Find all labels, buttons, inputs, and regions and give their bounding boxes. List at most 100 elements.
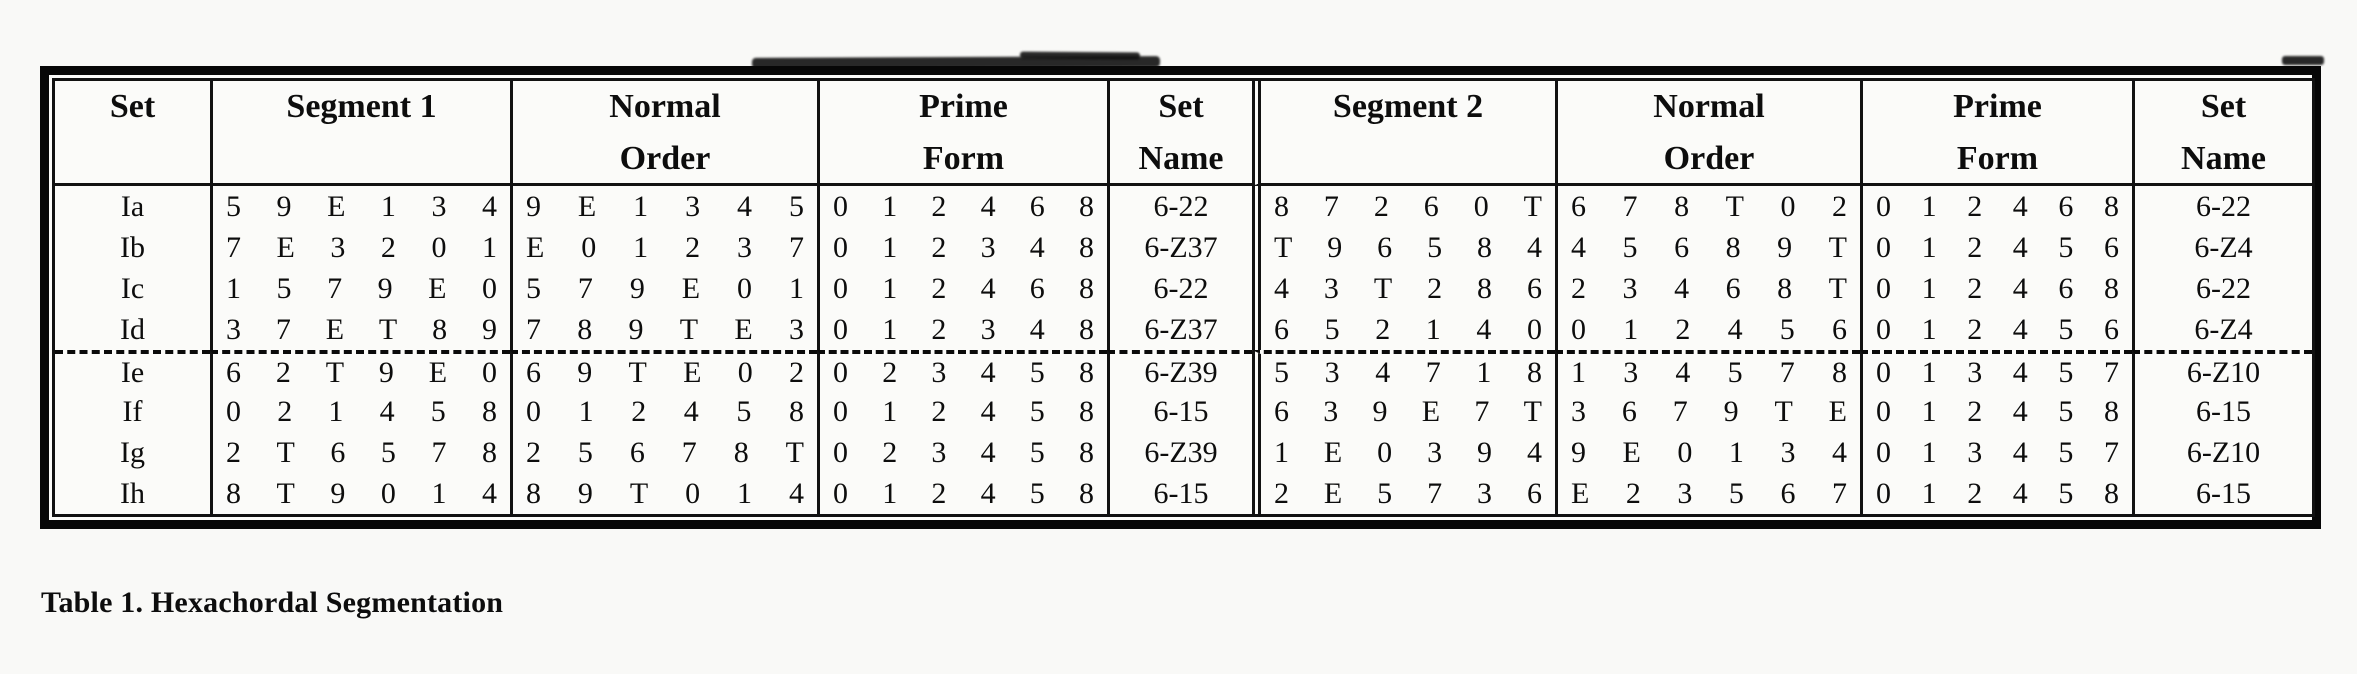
pitch-class: T [1828, 230, 1847, 264]
pitch-class: 7 [1672, 394, 1688, 428]
pitch-class: 7 [526, 312, 541, 346]
pitch-class: 7 [327, 271, 343, 305]
set-name-1-cell: 6-Z37 [1107, 227, 1252, 268]
header-prime-form-1: Prime Form [817, 81, 1107, 186]
header-set-name-1: Set Name [1107, 81, 1252, 186]
pitch-class: E [734, 312, 753, 346]
pitch-class: 3 [931, 435, 947, 469]
table-body: Ia 5 9 E 1 3 4 9 E 1 3 4 5 0 1 2 4 6 8 6-22 8 7 2 6 0 T 6 7 8 T 0 2 0 1 2 4… [55, 186, 2312, 514]
pitch-class: 1 [882, 394, 898, 428]
pitch-class: 2 [1967, 312, 1983, 346]
segment1-cell: 0 2 1 4 5 8 [210, 391, 510, 432]
normal-order-2-cell: 4 5 6 8 9 T [1555, 227, 1860, 268]
table-row-Ig: Ig 2 T 6 5 7 8 2 5 6 7 8 T 0 2 3 4 5 8 6-Z39 1 E 0 3 9 4 9 E 0 1 3 4 0 1 3… [55, 432, 2312, 473]
pitch-class: 4 [2012, 394, 2028, 428]
pitch-class: 4 [1476, 312, 1492, 346]
pitch-class: 3 [1323, 394, 1339, 428]
normal-order-1-cell: 7 8 9 T E 3 [510, 309, 817, 350]
pitch-class: 0 [833, 355, 848, 389]
pitch-class: E [327, 189, 346, 223]
pitch-class: 6 [1526, 476, 1542, 510]
header-line: Prime [1953, 88, 2042, 125]
pitch-class: 5 [1377, 476, 1393, 510]
pitch-class: 0 [1876, 435, 1891, 469]
pitch-class: 8 [2103, 271, 2119, 305]
pitch-class: 6 [226, 355, 241, 389]
pitch-class: 7 [1427, 476, 1443, 510]
pitch-class: E [276, 230, 295, 264]
header-line: Order [1663, 140, 1755, 177]
table-row-Ic: Ic 1 5 7 9 E 0 5 7 9 E 0 1 0 1 2 4 6 8 6-22 4 3 T 2 8 6 2 3 4 6 8 T 0 1 2 4… [55, 268, 2312, 309]
pitch-class: 5 [2058, 355, 2074, 389]
pitch-class: 2 [1427, 271, 1443, 305]
pitch-class: 6 [2058, 189, 2074, 223]
table-caption: Table 1. Hexachordal Segmentation [41, 586, 504, 619]
header-line: Order [619, 140, 711, 177]
normal-order-1-cell: 6 9 T E 0 2 [510, 350, 817, 391]
pitch-class: E [428, 355, 448, 389]
pitch-class: 4 [980, 435, 996, 469]
header-line [55, 137, 210, 181]
pitch-class: 8 [1674, 189, 1690, 223]
header-line: Name [1138, 140, 1224, 177]
pitch-class: T [785, 435, 804, 469]
pitch-class: 0 [833, 435, 848, 469]
pitch-class: 1 [1921, 312, 1937, 346]
pitch-class: 4 [1029, 312, 1045, 346]
pitch-row: 6 9 T E 0 2 [526, 356, 804, 390]
set-name-2-cell: 6-Z4 [2132, 309, 2312, 350]
pitch-class: 3 [1323, 271, 1339, 305]
pitch-class: 4 [788, 476, 804, 510]
pitch-class: 2 [275, 355, 291, 389]
pitch-class: 8 [1078, 271, 1094, 305]
pitch-class: 1 [1921, 355, 1937, 389]
pitch-class: 2 [882, 435, 898, 469]
pitch-class: 0 [1876, 312, 1891, 346]
set-name-1-cell: 6-Z39 [1107, 350, 1252, 391]
table-row-Ih: Ih 8 T 9 0 1 4 8 9 T 0 1 4 0 1 2 4 5 8 6-15 2 E 5 7 3 6 E 2 3 5 6 7 0 1 2 4… [55, 473, 2312, 514]
pitch-class: 0 [481, 271, 497, 305]
pitch-class: 3 [1623, 355, 1639, 389]
pitch-class: 9 [577, 355, 593, 389]
pitch-class: 1 [1571, 355, 1586, 389]
pitch-class: 5 [2058, 394, 2074, 428]
header-segment-1: Segment 1 [210, 81, 510, 186]
pitch-class: 2 [931, 230, 947, 264]
pitch-row: 2 5 6 7 8 T [526, 436, 804, 470]
pitch-class: 3 [788, 312, 804, 346]
pitch-class: 4 [2012, 476, 2028, 510]
pitch-row: E 2 3 5 6 7 [1571, 477, 1847, 511]
pitch-class: 9 [629, 271, 645, 305]
pitch-class: 0 [833, 394, 848, 428]
pitch-class: 8 [1078, 394, 1094, 428]
set-label-cell: Ih [120, 476, 145, 510]
pitch-class: E [1828, 394, 1847, 428]
pitch-class: T [276, 435, 295, 469]
pitch-class: 3 [431, 189, 447, 223]
pitch-class: 2 [631, 394, 647, 428]
pitch-class: E [526, 230, 545, 264]
pitch-class: 5 [1029, 476, 1045, 510]
set-label-cell: Ic [120, 271, 145, 305]
pitch-class: 4 [683, 394, 699, 428]
pitch-class: 7 [1622, 189, 1638, 223]
pitch-class: 3 [1427, 435, 1443, 469]
pitch-class: 5 [1324, 312, 1340, 346]
pitch-class: 9 [1477, 435, 1493, 469]
